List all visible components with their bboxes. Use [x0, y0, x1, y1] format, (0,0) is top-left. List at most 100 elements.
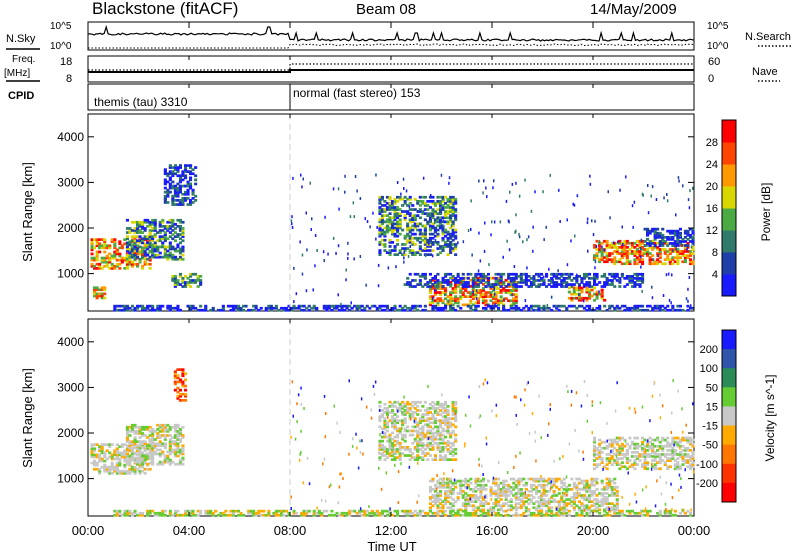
heatmap-scatter-point — [671, 249, 674, 253]
heatmap-cell — [641, 277, 645, 280]
heatmap-cell — [433, 204, 437, 207]
heatmap-cell — [494, 283, 498, 286]
heatmap-cell — [476, 496, 480, 499]
heatmap-scatter-point — [353, 257, 355, 261]
heatmap-cell — [439, 247, 443, 250]
heatmap-cell — [449, 214, 453, 217]
heatmap-cell — [120, 258, 124, 262]
heatmap-scatter-point — [299, 240, 301, 244]
heatmap-cell — [176, 386, 180, 390]
heatmap-cell — [385, 407, 389, 410]
heatmap-cell — [461, 277, 465, 280]
heatmap-cell — [593, 246, 597, 249]
heatmap-cell — [206, 509, 210, 513]
heatmap-cell — [125, 425, 129, 429]
heatmap-cell — [661, 449, 665, 452]
heatmap-cell — [567, 502, 571, 505]
heatmap-cell — [133, 423, 137, 427]
heatmap-cell — [125, 227, 129, 230]
heatmap-cell — [648, 242, 652, 245]
heatmap-scatter-point — [462, 240, 465, 244]
heatmap-cell — [683, 461, 687, 464]
heatmap-cell — [625, 275, 629, 278]
heatmap-cell — [507, 508, 511, 512]
heatmap-cell — [199, 511, 203, 515]
heatmap-cell — [451, 423, 455, 427]
heatmap-cell — [593, 436, 597, 440]
heatmap-cell — [388, 511, 392, 515]
heatmap-cell — [421, 456, 425, 459]
heatmap-cell — [623, 453, 627, 456]
heatmap-cell — [113, 453, 117, 457]
heatmap-cell — [378, 405, 382, 408]
heatmap-cell — [423, 283, 427, 286]
heatmap-cell — [638, 254, 642, 257]
heatmap-cell — [628, 465, 632, 469]
heatmap-cell — [340, 511, 344, 515]
heatmap-cell — [519, 281, 523, 284]
heatmap-cell — [136, 425, 140, 429]
heatmap-cell — [103, 256, 107, 260]
heatmap-cell — [595, 248, 599, 251]
heatmap-cell — [486, 285, 490, 288]
heatmap-cell — [396, 212, 400, 215]
heatmap-cell — [486, 277, 490, 280]
heatmap-cell — [648, 229, 652, 233]
heatmap-cell — [391, 226, 395, 230]
heatmap-cell — [163, 237, 167, 241]
heatmap-cell — [590, 490, 594, 493]
heatmap-cell — [166, 180, 170, 184]
heatmap-cell — [125, 241, 129, 245]
heatmap-cell — [585, 490, 589, 493]
heatmap-cell — [661, 227, 665, 231]
heatmap-cell — [555, 477, 559, 481]
heatmap-cell — [391, 206, 395, 209]
heatmap-cell — [138, 452, 142, 456]
heatmap-cell — [497, 287, 501, 290]
heatmap-cell — [454, 245, 458, 248]
heatmap-cell — [540, 502, 544, 505]
heatmap-cell — [691, 242, 695, 245]
heatmap-cell — [279, 513, 283, 517]
heatmap-cell — [565, 308, 569, 312]
heatmap-cell — [123, 513, 127, 517]
heatmap-cell — [393, 197, 397, 201]
heatmap-cell — [600, 492, 604, 495]
heatmap-cell — [380, 443, 384, 447]
heatmap-cell — [136, 247, 140, 251]
heatmap-cell — [133, 257, 137, 261]
heatmap-cell — [572, 296, 576, 300]
heatmap-cell — [378, 200, 382, 203]
heatmap-cell — [653, 453, 657, 456]
heatmap-cell — [439, 210, 443, 213]
heatmap-cell — [391, 450, 395, 453]
heatmap-cell — [396, 407, 400, 410]
heatmap-cell — [385, 421, 389, 425]
heatmap-cell — [138, 472, 142, 475]
heatmap-cell — [613, 260, 617, 264]
heatmap-cell — [178, 440, 182, 443]
heatmap-cell — [171, 277, 175, 280]
heatmap-cell — [608, 442, 612, 446]
heatmap-cell — [641, 262, 645, 266]
heatmap-cell — [464, 477, 468, 481]
heatmap-cell — [441, 479, 445, 483]
heatmap-cell — [686, 461, 690, 464]
heatmap-cell — [398, 405, 402, 408]
heatmap-cell — [408, 272, 412, 276]
heatmap-cell — [348, 308, 352, 312]
heatmap-scatter-point — [356, 189, 358, 193]
heatmap-cell — [423, 224, 427, 228]
heatmap-cell — [151, 438, 155, 441]
heatmap-cell — [588, 485, 592, 489]
heatmap-cell — [130, 448, 134, 452]
heatmap-cell — [93, 288, 97, 292]
heatmap-cell — [433, 277, 437, 280]
heatmap-cell — [502, 308, 506, 312]
heatmap-cell — [418, 204, 422, 207]
heatmap-cell — [426, 429, 430, 433]
heatmap-cell — [615, 492, 619, 495]
heatmap-cell — [433, 278, 437, 282]
heatmap-cell — [585, 488, 589, 491]
heatmap-cell — [118, 472, 122, 475]
